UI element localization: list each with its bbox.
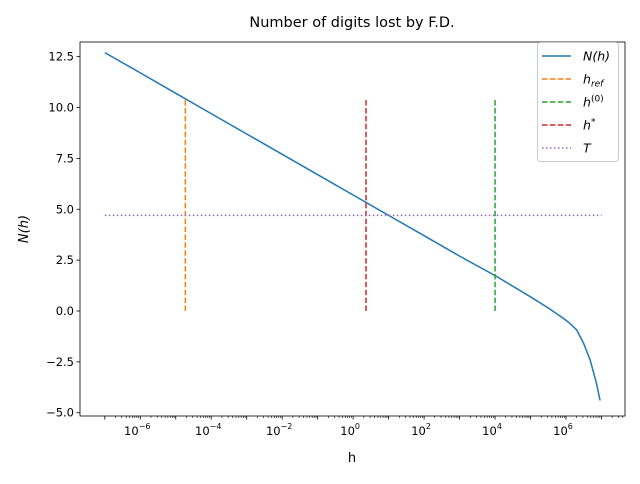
x-tick-label: 102 — [411, 422, 431, 438]
y-tick-label: 12.5 — [48, 50, 74, 64]
x-tick-label: 10−6 — [124, 422, 150, 438]
y-tick-label: 10.0 — [48, 101, 74, 115]
series-n-h- — [104, 51, 601, 401]
x-tick-label: 100 — [340, 422, 360, 438]
legend-box — [537, 42, 619, 162]
x-tick-label: 10−2 — [266, 422, 292, 438]
axes-frame — [79, 41, 626, 417]
x-tick-label: 10−4 — [195, 422, 221, 438]
y-tick-label: 2.5 — [56, 253, 74, 267]
y-tick-label: 7.5 — [56, 151, 74, 165]
legend-label: N(h) — [583, 49, 610, 64]
y-tick-label: −2.5 — [46, 355, 74, 369]
y-tick-label: 5.0 — [56, 202, 74, 216]
x-tick-label: 104 — [482, 422, 502, 438]
legend-label: T — [583, 141, 592, 156]
x-tick-label: 106 — [553, 422, 573, 438]
y-tick-label: −5.0 — [46, 406, 74, 420]
y-tick-label: 0.0 — [56, 304, 74, 318]
plot-area — [104, 51, 602, 401]
x-axis-label: h — [348, 451, 356, 466]
y-axis-label: N(h) — [17, 215, 32, 243]
chart-title: Number of digits lost by F.D. — [249, 15, 454, 31]
